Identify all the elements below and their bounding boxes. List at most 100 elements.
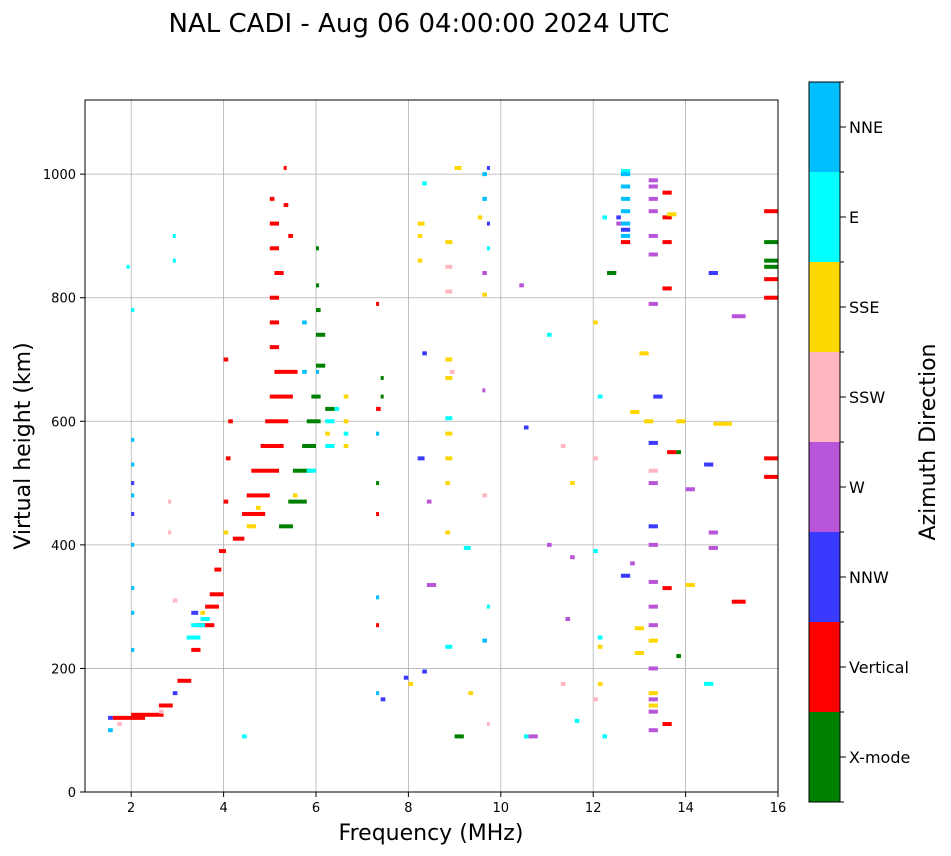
colorbar-label: SSE: [849, 298, 879, 317]
echo-point: [131, 542, 135, 547]
echo-point: [274, 369, 298, 374]
echo-point: [528, 734, 538, 739]
echo-point: [593, 697, 598, 702]
series-nnw: [108, 165, 718, 720]
x-tick-label: 6: [312, 801, 320, 816]
colorbar-swatch-nne: [809, 82, 840, 172]
echo-point: [523, 425, 529, 430]
echo-point: [131, 462, 135, 467]
echo-point: [445, 376, 453, 381]
echo-point: [223, 499, 229, 504]
echo-point: [108, 715, 113, 720]
echo-point: [648, 666, 658, 671]
echo-point: [191, 647, 201, 652]
echo-point: [186, 635, 201, 640]
x-axis-label: Frequency (MHz): [339, 821, 524, 846]
echo-point: [292, 493, 298, 498]
echo-point: [376, 595, 380, 600]
echo-point: [126, 264, 130, 269]
echo-point: [482, 638, 487, 643]
echo-point: [602, 215, 608, 220]
echo-point: [325, 444, 335, 448]
echo-point: [704, 462, 714, 467]
echo-point: [630, 561, 635, 566]
echo-point: [445, 530, 450, 535]
echo-point: [764, 209, 778, 214]
echo-point: [648, 542, 658, 547]
echo-point: [108, 728, 113, 733]
echo-point: [648, 728, 658, 733]
echo-point: [620, 221, 631, 226]
echo-point: [685, 583, 695, 588]
colorbar-swatch-vertical: [809, 622, 840, 712]
series-sse: [200, 165, 732, 708]
y-tick-label: 1000: [43, 168, 76, 183]
echo-point: [343, 431, 349, 436]
echo-point: [648, 481, 658, 486]
echo-point: [376, 431, 380, 436]
echo-point: [560, 681, 566, 686]
echo-point: [131, 511, 135, 516]
echo-point: [269, 221, 280, 226]
echo-point: [279, 524, 293, 529]
echo-point: [570, 555, 575, 560]
echo-point: [620, 227, 631, 232]
echo-point: [334, 406, 340, 411]
echo-point: [648, 196, 658, 201]
series-vertical: [112, 165, 778, 727]
echo-point: [283, 203, 289, 208]
echo-point: [172, 691, 178, 696]
echo-point: [662, 240, 672, 245]
echo-point: [620, 169, 631, 174]
echo-point: [482, 292, 487, 297]
echo-point: [662, 286, 672, 291]
echo-point: [131, 481, 135, 486]
echo-point: [597, 681, 603, 686]
echo-point: [316, 283, 319, 288]
echo-point: [246, 524, 256, 529]
series-ssw: [117, 264, 658, 727]
echo-point: [422, 351, 427, 356]
echo-point: [112, 715, 146, 720]
echo-point: [168, 499, 172, 504]
y-axis-label: Virtual height (km): [11, 342, 36, 549]
echo-point: [131, 437, 135, 442]
echo-point: [634, 650, 645, 655]
echo-point: [486, 722, 490, 727]
echo-point: [131, 586, 135, 591]
echo-point: [311, 394, 321, 399]
echo-point: [486, 246, 490, 251]
plot-area: 2 4 6 8 10 12 14 16 0 200 400 600 800 1000: [43, 99, 786, 816]
echo-point: [662, 215, 672, 220]
echo-point: [246, 493, 270, 498]
echo-point: [482, 493, 487, 498]
colorbar-swatch-ssw: [809, 352, 840, 442]
echo-point: [292, 468, 312, 473]
echo-point: [597, 635, 603, 640]
echo-point: [172, 258, 176, 263]
echo-point: [764, 474, 778, 479]
x-tick-label: 8: [404, 801, 412, 816]
echo-point: [191, 610, 199, 615]
echo-point: [445, 431, 453, 436]
echo-point: [648, 604, 658, 609]
echo-point: [117, 722, 122, 727]
echo-point: [648, 184, 658, 189]
echo-point: [200, 617, 210, 621]
echo-point: [325, 419, 335, 424]
echo-point: [158, 703, 173, 708]
echo-point: [764, 277, 778, 282]
echo-point: [316, 369, 319, 374]
echo-point: [648, 301, 658, 306]
echo-point: [648, 440, 658, 445]
echo-point: [242, 511, 266, 516]
y-tick-label: 400: [51, 539, 76, 554]
echo-point: [269, 196, 275, 201]
echo-point: [445, 481, 450, 486]
echo-point: [209, 592, 224, 597]
echo-point: [343, 419, 349, 424]
echo-point: [265, 419, 289, 424]
echo-point: [417, 221, 425, 226]
colorbar-title: Azimuth Direction: [916, 343, 941, 540]
echo-point: [764, 258, 778, 263]
